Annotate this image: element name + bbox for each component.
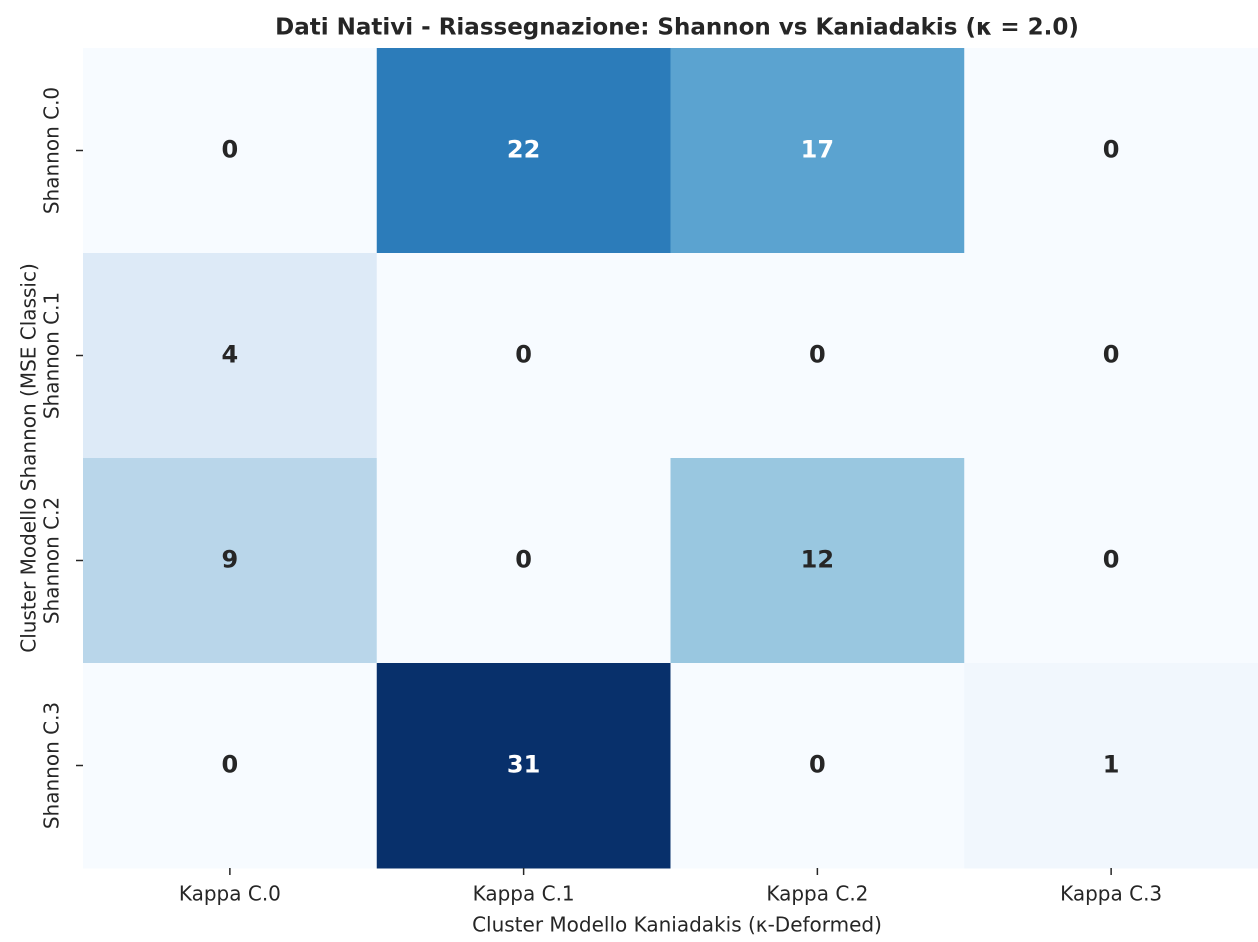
heatmap-cell <box>964 253 1258 459</box>
x-tick-label: Kappa C.1 <box>473 882 575 906</box>
heatmap-cell <box>964 663 1258 869</box>
cell-label: 22 <box>507 136 540 164</box>
cell-label: 0 <box>1103 136 1120 164</box>
heatmap-cell <box>670 458 965 664</box>
cell-label: 0 <box>1103 341 1120 369</box>
heatmap-cell <box>83 458 378 664</box>
chart-title: Dati Nativi - Riassegnazione: Shannon vs… <box>275 15 1079 41</box>
cell-label: 0 <box>1103 546 1120 574</box>
heatmap-cell <box>376 663 671 869</box>
x-axis-label: Cluster Modello Kaniadakis (κ-Deformed) <box>472 913 882 937</box>
cell-label: 31 <box>507 751 540 779</box>
cell-label: 1 <box>1103 751 1120 779</box>
heatmap-cell <box>964 458 1258 664</box>
x-tick-label: Kappa C.2 <box>766 882 868 906</box>
x-tick-label: Kappa C.3 <box>1060 882 1162 906</box>
cell-label: 12 <box>801 546 834 574</box>
heatmap-cell <box>670 663 965 869</box>
heatmap-cell <box>670 48 965 254</box>
x-tick-label: Kappa C.0 <box>179 882 281 906</box>
cell-label: 17 <box>801 136 834 164</box>
cell-label: 0 <box>809 341 826 369</box>
y-axis-label: Cluster Modello Shannon (MSE Classic) <box>17 263 41 653</box>
heatmap-cell <box>83 253 378 459</box>
cell-label: 9 <box>222 546 239 574</box>
cell-label: 4 <box>222 341 239 369</box>
heatmap-cell <box>376 48 671 254</box>
cell-label: 0 <box>222 751 239 779</box>
y-tick-label: Shannon C.0 <box>40 87 64 214</box>
heatmap-cell <box>670 253 965 459</box>
y-tick-label: Shannon C.3 <box>40 702 64 829</box>
y-tick-label: Shannon C.1 <box>40 292 64 419</box>
cell-label: 0 <box>515 341 532 369</box>
cell-label: 0 <box>515 546 532 574</box>
cell-label: 0 <box>222 136 239 164</box>
heatmap-cell <box>83 48 378 254</box>
heatmap-cell <box>376 253 671 459</box>
heatmap-cell <box>83 663 378 869</box>
y-tick-label: Shannon C.2 <box>40 497 64 624</box>
cell-label: 0 <box>809 751 826 779</box>
heatmap-cell <box>964 48 1258 254</box>
heatmap-cell <box>376 458 671 664</box>
